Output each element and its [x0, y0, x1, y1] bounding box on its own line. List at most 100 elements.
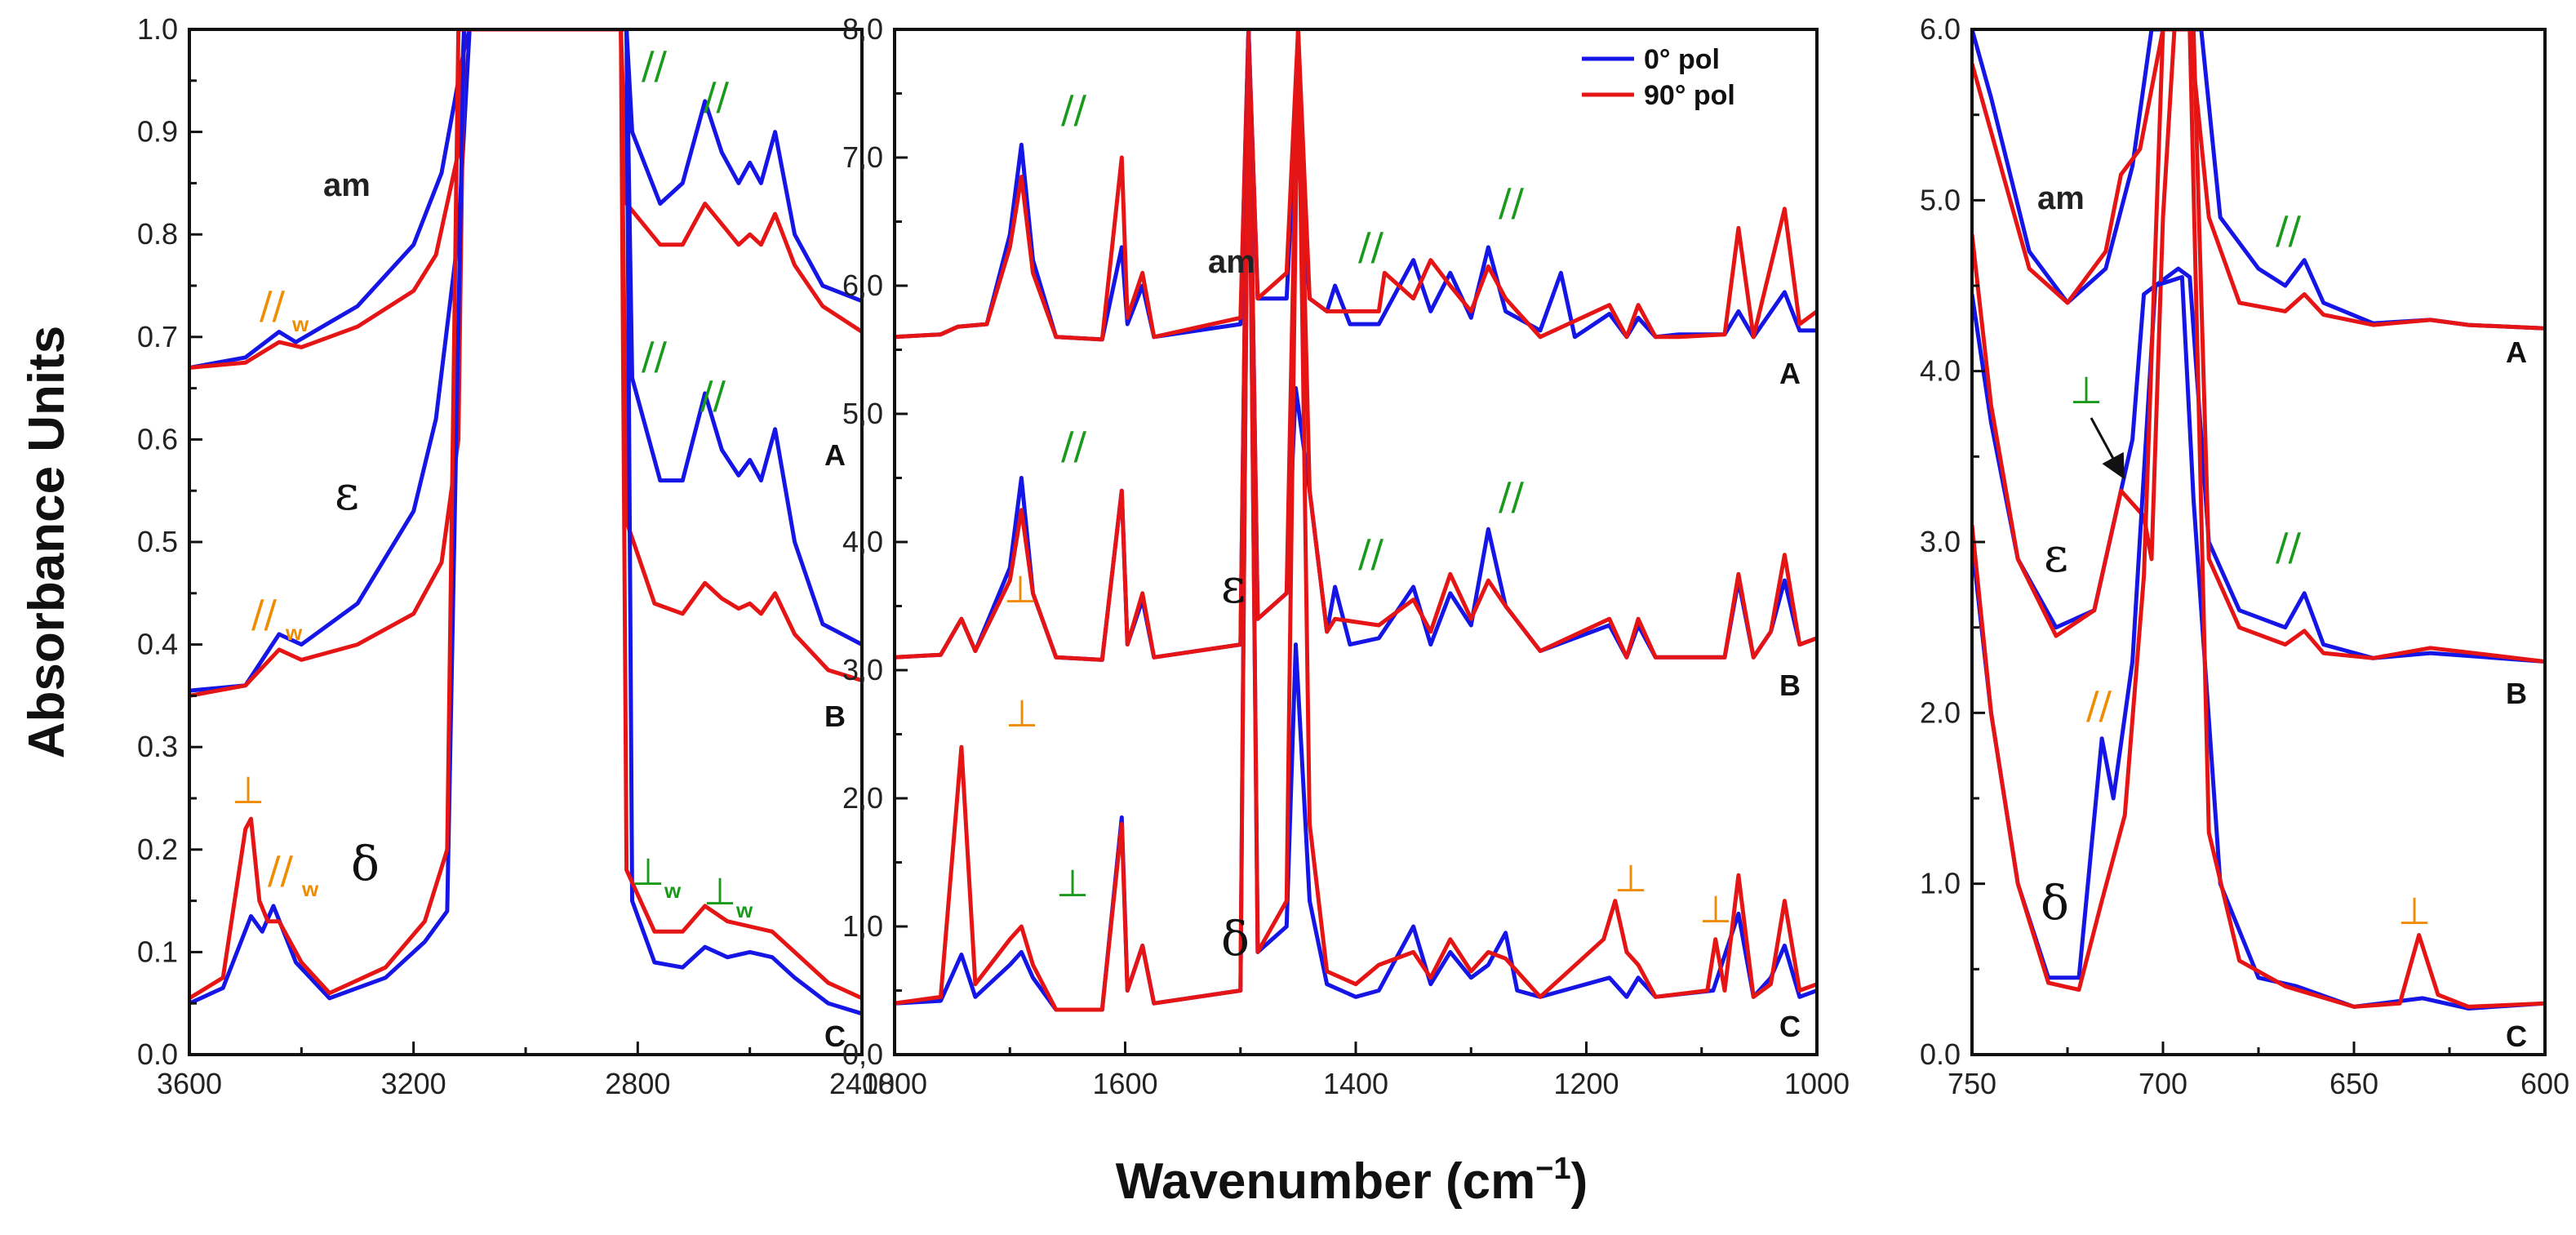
right-series-2 [1972, 266, 2545, 664]
left-series-group [189, 29, 862, 1016]
middle-ytick-label: 7,0 [842, 140, 883, 174]
right-greek-delta: δ [2041, 875, 2069, 931]
middle-ytick-label: 2,0 [842, 781, 883, 815]
legend-label-90deg: 90° pol [1644, 80, 1735, 111]
middle-series-3 [895, 29, 1817, 662]
middle-perp-c-1: ⊥ [1006, 691, 1038, 735]
right-ytick-label: 5.0 [1920, 183, 1961, 216]
middle-greek-delta: δ [1221, 911, 1250, 966]
middle-par-a-3: // [1499, 180, 1524, 224]
left-ytick-label: 0.0 [137, 1037, 178, 1071]
right-series-1 [1972, 29, 2545, 331]
middle-ytick-label: 6,0 [842, 269, 883, 302]
left-series-5 [189, 29, 862, 1001]
left-ytick-label: 0.7 [137, 320, 178, 353]
right-xtick-label: 700 [2139, 1067, 2187, 1100]
right-perp-c: ⊥ [2398, 889, 2431, 933]
left-par-w-b-sub: w [285, 620, 303, 645]
left-par-w-a-sub: w [291, 312, 309, 336]
left-sample-c: C [824, 1020, 846, 1053]
left-perp-w-c-1: ⊥ [632, 850, 664, 894]
right-ytick-label: 0.0 [1920, 1037, 1961, 1071]
middle-par-b-3: // [1499, 474, 1524, 518]
right-par-b: // [2276, 525, 2301, 569]
left-par-w-c: // [268, 848, 293, 892]
middle-xtick-label: 1200 [1553, 1067, 1619, 1100]
right-xtick-label: 750 [1948, 1067, 1996, 1100]
right-xtick-label: 650 [2330, 1067, 2378, 1100]
right-sample-a: A [2506, 335, 2527, 369]
middle-ytick-label: 4,0 [842, 525, 883, 558]
middle-par-b-2: // [1358, 531, 1383, 575]
middle-par-a-1: // [1061, 87, 1086, 131]
left-xtick-label: 2400 [829, 1067, 895, 1100]
left-par-a-1: // [642, 43, 667, 87]
right-series-0 [1972, 29, 2545, 331]
right-trace-label-am: am [2037, 180, 2085, 216]
left-ytick-label: 1.0 [137, 12, 178, 46]
middle-xtick-label: 1000 [1784, 1067, 1850, 1100]
left-xtick-label: 3600 [157, 1067, 222, 1100]
middle-trace-label-am: am [1208, 244, 1255, 280]
y-axis-title: Absorbance Units [19, 326, 75, 759]
right-ytick-label: 6.0 [1920, 12, 1961, 46]
right-sample-c: C [2506, 1020, 2527, 1053]
x-axis-title-sup: −1 [1535, 1152, 1570, 1186]
x-axis-title-main: Wavenumber (cm [1116, 1153, 1536, 1210]
middle-ytick-label: 3,0 [842, 653, 883, 686]
right-perp-b: ⊥ [2070, 368, 2103, 412]
left-perp-c: ⊥ [232, 768, 264, 812]
right-ytick-label: 2.0 [1920, 695, 1961, 729]
left-trace-label-am: am [323, 167, 371, 203]
middle-xtick-label: 1600 [1092, 1067, 1157, 1100]
left-greek-epsilon: ε [335, 465, 359, 521]
left-par-w-a: // [260, 283, 285, 327]
left-ytick-label: 0.9 [137, 115, 178, 149]
panel-middle: 0,0 1,0 2,0 3,0 4,0 5,0 6,0 7,0 8,0 1800 1600 1400 1… [842, 12, 1850, 1100]
left-par-b-1: // [642, 334, 667, 378]
middle-par-b-1: // [1061, 424, 1086, 468]
right-par-a: // [2276, 208, 2301, 252]
left-par-b-2: // [700, 373, 726, 417]
panel-right: 0.0 1.0 2.0 3.0 4.0 5.0 6.0 750 700 650 600 [1920, 12, 2569, 1100]
middle-sample-b: B [1779, 669, 1801, 702]
left-xtick-label: 3200 [381, 1067, 446, 1100]
middle-xtick-label: 1400 [1323, 1067, 1388, 1100]
right-series-5 [1972, 29, 2545, 1009]
middle-series-1 [895, 29, 1817, 342]
middle-series-group [895, 29, 1817, 1012]
left-ytick-label: 0.8 [137, 217, 178, 251]
left-series-1 [189, 29, 862, 370]
left-ytick-label: 0.2 [137, 833, 178, 866]
legend: 0° pol 90° pol [1582, 44, 1735, 111]
right-sample-b: B [2506, 677, 2527, 710]
middle-series-4 [895, 29, 1817, 1012]
right-series-3 [1972, 29, 2545, 664]
left-series-2 [189, 29, 862, 693]
middle-plot-frame [893, 28, 1819, 1056]
middle-ytick-label: 1,0 [842, 909, 883, 943]
right-greek-epsilon: ε [2044, 527, 2068, 583]
middle-series-5 [895, 29, 1817, 1012]
middle-greek-epsilon: ε [1221, 558, 1246, 614]
left-xtick-label: 2800 [605, 1067, 670, 1100]
x-axis-title-close: ) [1571, 1153, 1588, 1210]
middle-sample-c: C [1779, 1010, 1801, 1043]
left-ytick-label: 0.3 [137, 730, 178, 763]
right-series-group [1972, 29, 2545, 1011]
right-annotations: am ε δ A B C // ⊥ // // ⊥ [2037, 180, 2527, 1053]
middle-series-2 [895, 29, 1817, 662]
left-perp-w-c-2-sub: w [735, 898, 753, 922]
right-ytick-label: 1.0 [1920, 867, 1961, 900]
left-par-a-2: // [704, 74, 729, 118]
right-ytick-label: 3.0 [1920, 525, 1961, 558]
left-series-0 [189, 29, 862, 370]
left-ytick-label: 0.6 [137, 422, 178, 455]
middle-perp-c-3: ⊥ [1614, 856, 1647, 900]
left-sample-a: A [824, 438, 846, 472]
middle-ytick-label: 8,0 [842, 12, 883, 46]
right-xtick-label: 600 [2520, 1067, 2569, 1100]
middle-ytick-label: 0,0 [842, 1037, 883, 1071]
middle-xtick-label: 1800 [862, 1067, 927, 1100]
left-ytick-label: 0.4 [137, 628, 178, 661]
